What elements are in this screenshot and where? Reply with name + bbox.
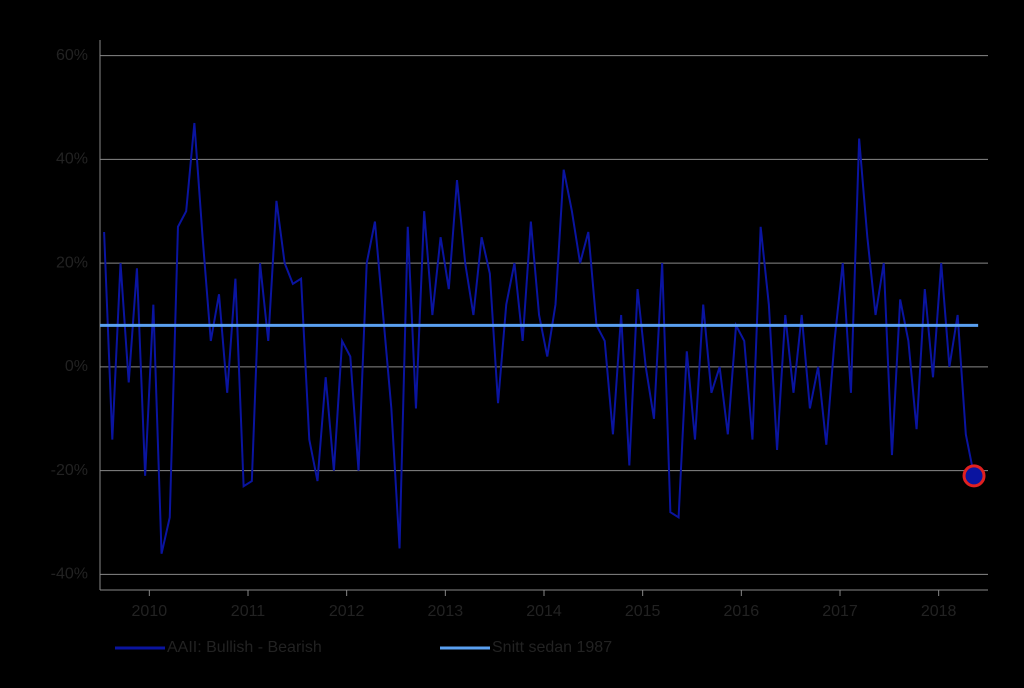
y-tick-label: -20%	[51, 462, 88, 479]
x-tick-label: 2012	[329, 603, 365, 620]
legend-label: Snitt sedan 1987	[492, 639, 612, 656]
y-tick-label: 40%	[56, 151, 88, 168]
x-tick-label: 2017	[822, 603, 858, 620]
y-tick-label: 0%	[65, 358, 88, 375]
y-tick-label: -40%	[51, 566, 88, 583]
y-tick-label: 60%	[56, 47, 88, 64]
x-tick-label: 2010	[132, 603, 168, 620]
x-tick-label: 2018	[921, 603, 957, 620]
x-tick-label: 2015	[625, 603, 661, 620]
data-line	[103, 122, 976, 554]
x-tick-label: 2014	[526, 603, 562, 620]
y-tick-label: 20%	[56, 254, 88, 271]
last-point-marker	[962, 464, 986, 488]
legend-label: AAII: Bullish - Bearish	[167, 639, 322, 656]
x-tick-label: 2013	[428, 603, 464, 620]
x-tick-label: 2011	[231, 603, 266, 620]
x-tick-label: 2016	[724, 603, 760, 620]
